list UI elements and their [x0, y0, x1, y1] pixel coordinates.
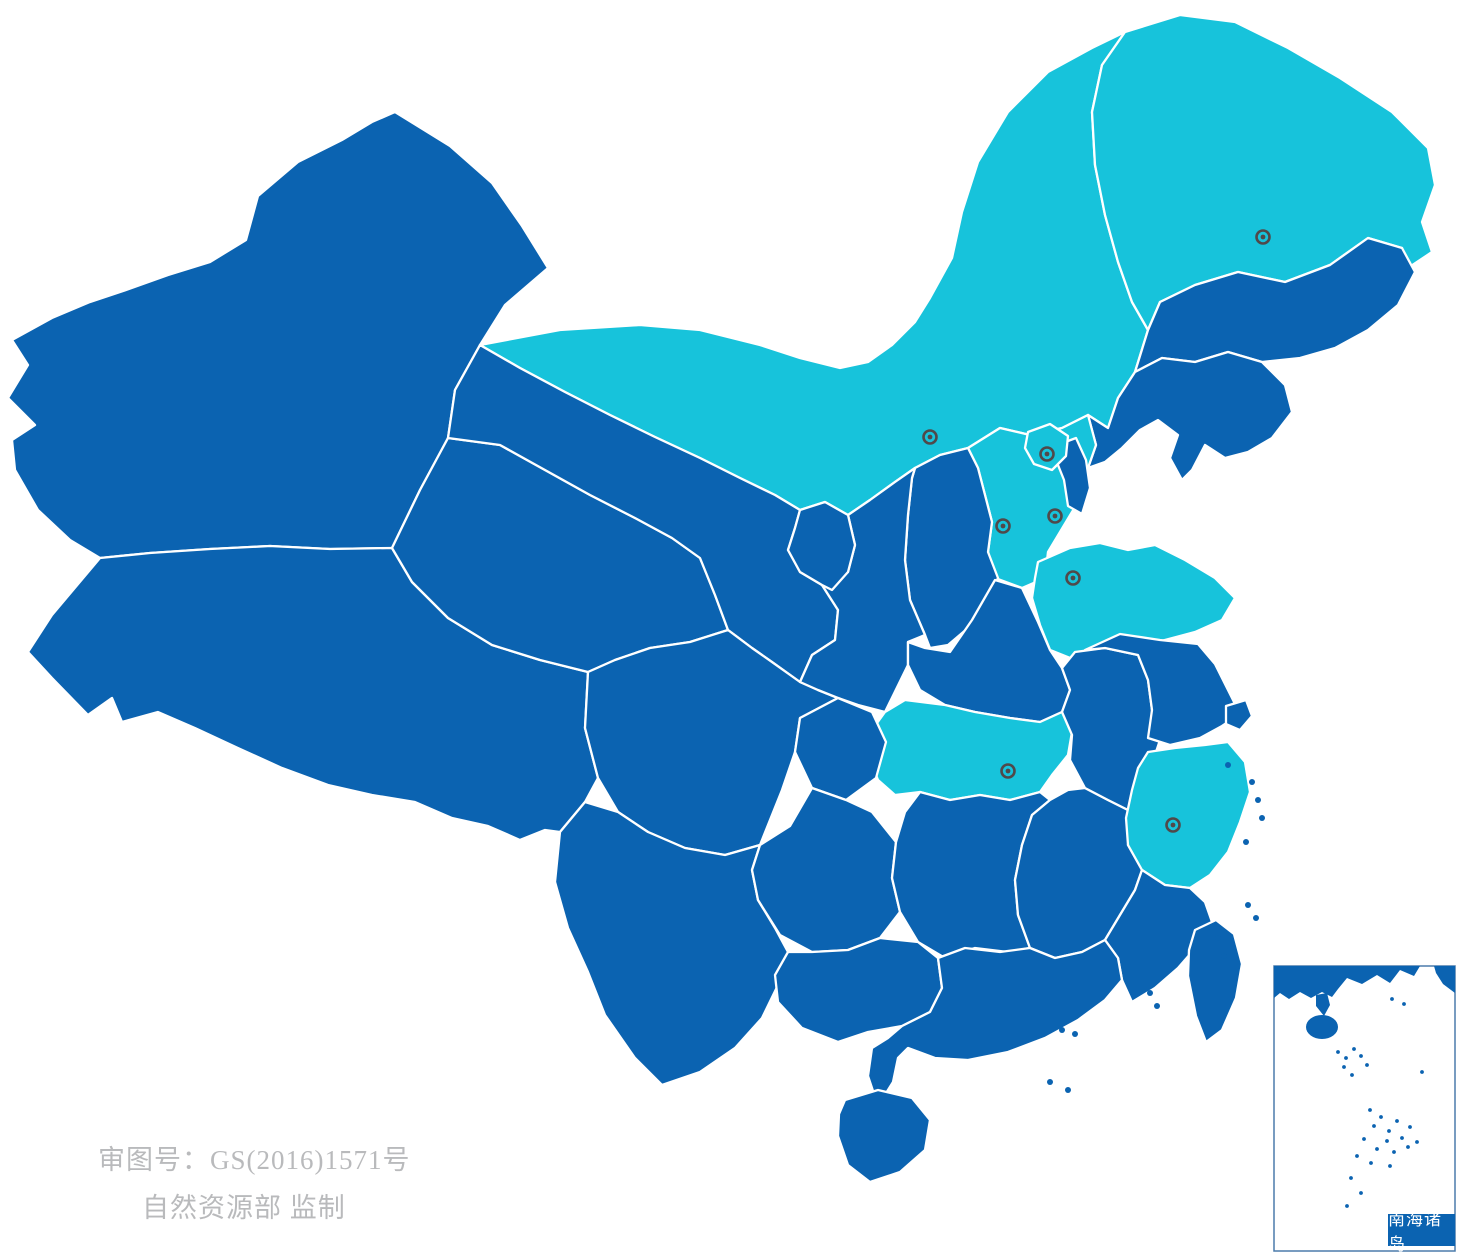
inset-island-dot [1365, 1063, 1369, 1067]
inset-island-dot [1400, 1136, 1404, 1140]
city-marker-icon [922, 429, 938, 445]
inset-island-dot [1390, 997, 1394, 1001]
inset-island-dot [1372, 1124, 1376, 1128]
inset-island-dot [1352, 1047, 1356, 1051]
province-jiangsu[interactable] [1083, 632, 1242, 747]
city-marker-icon [1255, 229, 1271, 245]
inset-island-dot [1368, 1108, 1372, 1112]
islet [1072, 1031, 1078, 1037]
inset-island-dot [1388, 1164, 1392, 1168]
province-ningxia[interactable] [786, 500, 857, 592]
inset-island-dot [1392, 1150, 1396, 1154]
inset-island-dot [1420, 1070, 1424, 1074]
islet [1249, 779, 1255, 785]
inset-island-dot [1387, 1129, 1391, 1133]
inset-island-dot [1408, 1125, 1412, 1129]
inset-island-dot [1385, 1139, 1389, 1143]
city-marker-icon [1000, 763, 1016, 779]
city-marker-icon [995, 518, 1011, 534]
city-marker-icon [1065, 570, 1081, 586]
inset-frame [1273, 965, 1456, 1252]
inset-hainan-island [1306, 1015, 1338, 1039]
islet [1245, 902, 1251, 908]
inset-island-dot [1406, 1145, 1410, 1149]
province-xinjiang[interactable] [6, 110, 550, 560]
city-marker-icon [1047, 508, 1063, 524]
inset-island-dot [1369, 1161, 1373, 1165]
inset-island-dot [1345, 1204, 1349, 1208]
islet [1243, 839, 1249, 845]
inset-island-dot [1415, 1140, 1419, 1144]
islet [1221, 953, 1227, 959]
inset-island-dot [1336, 1050, 1340, 1054]
province-hainan[interactable] [836, 1088, 932, 1184]
islet [1215, 935, 1221, 941]
inset-island-dot [1349, 1176, 1353, 1180]
inset-island-dot [1362, 1137, 1366, 1141]
inset-island-dot [1355, 1154, 1359, 1158]
islet [1225, 762, 1231, 768]
province-guizhou[interactable] [750, 786, 902, 954]
islet [1259, 815, 1265, 821]
inset-island-dot [1342, 1065, 1346, 1069]
inset-island-dot [1359, 1191, 1363, 1195]
province-shanghai[interactable] [1224, 698, 1254, 732]
inset-island-dot [1395, 1119, 1399, 1123]
inset-coastline [1274, 966, 1420, 999]
city-marker-icon [1165, 817, 1181, 833]
inset-island-dot [1359, 1054, 1363, 1058]
inset-island-dot [1375, 1147, 1379, 1151]
map-approval-number: 审图号：GS(2016)1571号 [98, 1145, 411, 1175]
islet [1253, 915, 1259, 921]
islet [1147, 990, 1153, 996]
inset-island-dot [1350, 1073, 1354, 1077]
islet [1065, 1087, 1071, 1093]
south-china-sea-inset [1273, 965, 1456, 1252]
inset-coastline [1434, 966, 1455, 993]
province-guangdong[interactable] [866, 938, 1124, 1108]
map-publisher-note: 自然资源部 监制 [142, 1193, 346, 1223]
inset-label-box [1388, 1214, 1455, 1246]
south-china-sea-inset-label: 南海诸岛 [1388, 1210, 1442, 1252]
inset-island-dot [1379, 1115, 1383, 1119]
islet [1047, 1079, 1053, 1085]
inset-coastline [1316, 993, 1330, 1016]
islet [1059, 1027, 1065, 1033]
islet [1255, 797, 1261, 803]
inset-island-dot [1344, 1056, 1348, 1060]
province-zhejiang[interactable] [1124, 740, 1252, 890]
inset-island-dot [1402, 1002, 1406, 1006]
islet [1154, 1003, 1160, 1009]
province-chongqing[interactable] [793, 696, 888, 802]
province-yunnan[interactable] [553, 800, 790, 1087]
province-taiwan[interactable] [1186, 918, 1244, 1044]
city-marker-icon [1039, 446, 1055, 462]
